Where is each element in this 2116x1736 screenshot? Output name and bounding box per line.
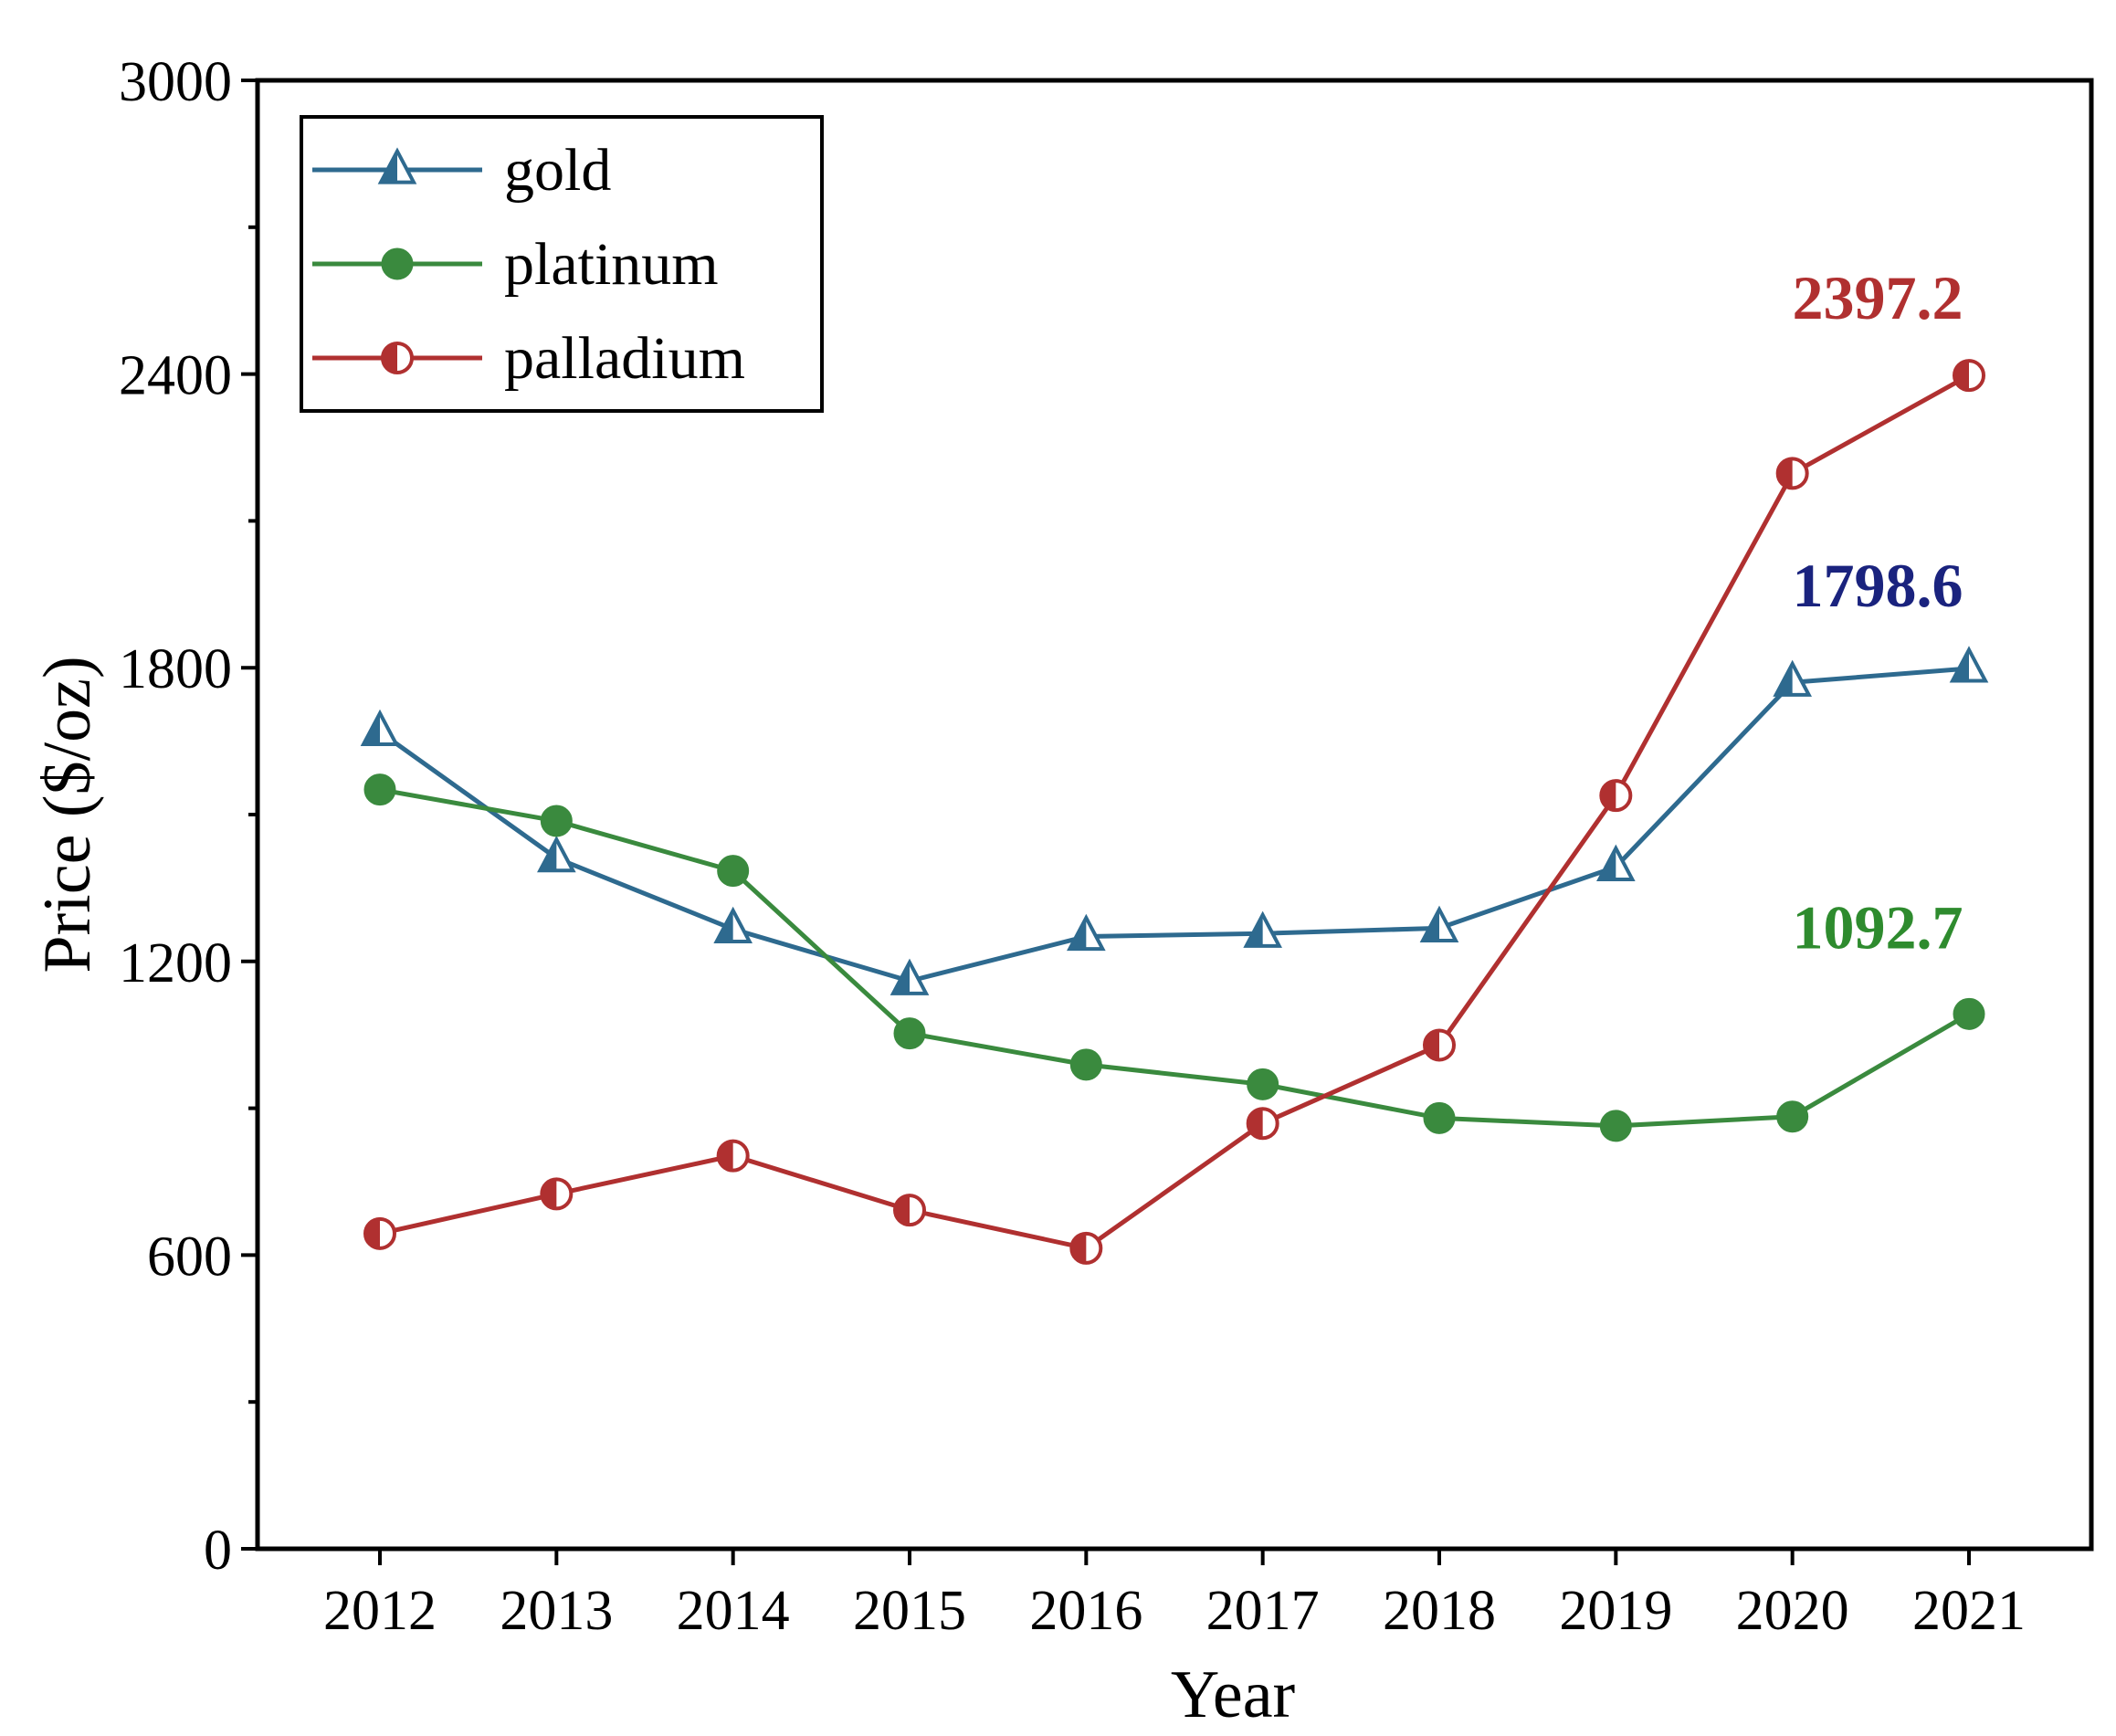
data-point-platinum <box>893 1017 926 1050</box>
data-point-palladium-fill <box>1777 458 1793 489</box>
data-point-palladium-fill <box>895 1195 910 1226</box>
data-point-platinum-shape <box>1599 1110 1632 1142</box>
data-point-platinum <box>1423 1101 1456 1134</box>
data-point-gold <box>1067 913 1106 952</box>
data-point-platinum-shape <box>1247 1068 1279 1100</box>
data-point-gold-fill <box>1423 909 1439 941</box>
data-point-platinum-shape <box>363 773 396 806</box>
y-tick-label: 1800 <box>119 638 232 700</box>
x-tick-label: 2015 <box>853 1580 966 1642</box>
data-point-palladium-fill <box>542 1179 557 1209</box>
y-tick-label: 1200 <box>119 932 232 994</box>
series-line-gold <box>378 666 1970 984</box>
annotation-palladium: 2397.2 <box>1793 263 1963 332</box>
axis-layer: 0 600 1200 1800 2400 3000 2012 2013 2014 2015 2016… <box>119 51 2026 1642</box>
data-point-platinum <box>1247 1068 1279 1100</box>
annotation-gold: 1798.6 <box>1793 551 1963 620</box>
y-tick-label: 600 <box>147 1226 232 1288</box>
series-line-platinum <box>379 787 1971 1129</box>
y-axis-title: Price ($/oz) <box>30 656 105 973</box>
data-point-platinum-shape <box>893 1017 926 1050</box>
x-tick-label: 2020 <box>1736 1580 1849 1642</box>
data-point-palladium <box>1246 1107 1279 1141</box>
data-point-palladium <box>1599 779 1633 813</box>
data-point-palladium-fill <box>1071 1233 1087 1263</box>
data-point-gold-fill <box>1775 663 1793 695</box>
data-point-gold <box>1949 646 1989 683</box>
x-tick-label: 2013 <box>500 1580 613 1642</box>
data-point-gold-fill <box>1069 918 1087 950</box>
data-point-platinum-shape <box>1776 1100 1809 1133</box>
data-point-platinum <box>1953 997 1985 1030</box>
data-point-gold <box>1243 910 1282 948</box>
data-point-palladium-fill <box>718 1141 733 1171</box>
data-point-platinum-shape <box>717 855 750 888</box>
data-point-palladium <box>363 1216 396 1250</box>
data-point-platinum <box>363 773 396 806</box>
legend-marker-platinum <box>381 247 414 280</box>
legend-marker-palladium-fill <box>383 343 397 373</box>
series-line-palladium <box>379 373 1971 1251</box>
legend: gold platinum palladium <box>300 115 824 413</box>
data-point-gold-fill <box>1599 847 1616 879</box>
data-point-gold <box>713 906 753 944</box>
data-point-gold-fill <box>893 962 910 994</box>
data-point-palladium <box>1953 359 1985 393</box>
data-point-platinum <box>1599 1110 1632 1142</box>
data-point-gold <box>890 958 930 995</box>
data-point-palladium <box>893 1194 926 1227</box>
data-point-gold <box>360 709 400 747</box>
data-point-gold-fill <box>716 910 733 942</box>
x-tick-label: 2017 <box>1206 1580 1320 1642</box>
y-tick-label: 3000 <box>119 51 232 113</box>
data-point-gold-fill <box>1246 914 1263 946</box>
data-point-gold <box>1419 905 1459 942</box>
data-point-palladium <box>540 1177 574 1211</box>
data-point-platinum-shape <box>1423 1101 1456 1134</box>
data-point-gold-fill <box>363 713 380 745</box>
data-point-palladium-fill <box>1954 361 1969 391</box>
data-point-platinum <box>717 855 750 888</box>
legend-marker-palladium <box>381 342 414 374</box>
data-point-gold-fill <box>540 839 557 871</box>
data-point-platinum <box>540 805 573 837</box>
y-tick-label: 0 <box>204 1520 232 1582</box>
data-point-platinum-shape <box>540 805 573 837</box>
data-point-palladium-fill <box>1601 781 1616 811</box>
data-point-palladium-fill <box>1247 1109 1263 1139</box>
legend-label-platinum: platinum <box>504 231 719 298</box>
data-point-platinum <box>1069 1048 1102 1081</box>
data-point-palladium <box>1423 1028 1456 1062</box>
x-axis-title: Year <box>1171 1657 1295 1732</box>
data-point-palladium-fill <box>365 1218 380 1248</box>
plot-layer <box>360 359 1989 1265</box>
x-tick-label: 2016 <box>1029 1580 1142 1642</box>
data-point-platinum-shape <box>1953 997 1985 1030</box>
data-point-gold <box>1773 659 1812 697</box>
x-tick-label: 2021 <box>1912 1580 2026 1642</box>
data-point-palladium-fill <box>1425 1030 1439 1060</box>
data-point-palladium <box>716 1139 750 1173</box>
data-point-gold <box>537 836 576 873</box>
y-tick-label: 2400 <box>119 345 232 407</box>
legend-marker-gold <box>377 147 417 184</box>
data-point-gold <box>1596 844 1636 881</box>
data-point-palladium <box>1069 1231 1103 1265</box>
data-point-platinum <box>1776 1100 1809 1133</box>
annotation-layer: 2397.2 1798.6 1092.7 <box>1793 263 1963 962</box>
legend-label-gold: gold <box>504 137 611 204</box>
legend-label-palladium: palladium <box>504 325 745 392</box>
x-tick-label: 2019 <box>1559 1580 1672 1642</box>
x-tick-label: 2012 <box>323 1580 437 1642</box>
data-point-palladium <box>1775 457 1809 490</box>
legend-marker-gold-fill <box>381 151 397 183</box>
data-point-gold-fill <box>1953 649 1969 681</box>
annotation-platinum: 1092.7 <box>1793 892 1963 962</box>
x-tick-label: 2018 <box>1383 1580 1496 1642</box>
x-tick-label: 2014 <box>677 1580 790 1642</box>
legend-marker-platinum-shape <box>381 247 414 280</box>
data-point-platinum-shape <box>1069 1048 1102 1081</box>
